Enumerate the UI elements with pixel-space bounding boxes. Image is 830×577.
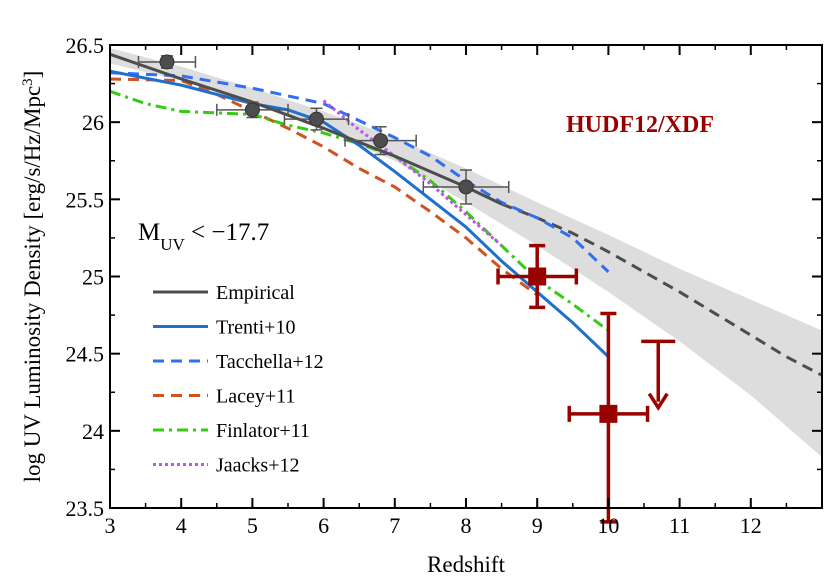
- hudf-point-marker: [528, 267, 547, 286]
- annotation-rest: < −17.7: [185, 219, 269, 246]
- y-axis-label-close: ]: [20, 71, 45, 79]
- series-line-jaacks-12: [322, 99, 503, 247]
- x-tick-label: 9: [532, 513, 543, 538]
- x-tick-label: 10: [597, 513, 619, 538]
- y-tick-label: 26: [82, 110, 104, 135]
- x-tick-label: 3: [105, 513, 116, 538]
- x-axis-label: Redshift: [427, 552, 506, 577]
- x-tick-label: 4: [176, 513, 187, 538]
- y-tick-label: 24: [82, 419, 104, 444]
- y-tick-label: 23.5: [66, 496, 105, 521]
- ticks-layer: 3 4 5 6 7 8 9 10 11 12 23.5 24 24.5 25 25.5 26 26.5: [66, 33, 822, 538]
- y-axis-label-main: log UV Luminosity Density [erg/s/Hz/Mpc: [20, 86, 45, 483]
- y-tick-label: 26.5: [66, 33, 105, 58]
- legend-label-trenti-10: Trenti+10: [216, 317, 295, 339]
- x-tick-label: 8: [461, 513, 472, 538]
- y-axis-label-superscript: 3: [20, 78, 36, 86]
- y-tick-label: 24.5: [66, 342, 105, 367]
- empirical-point-marker: [373, 133, 389, 149]
- legend-label-finlator-11: Finlator+11: [216, 420, 310, 442]
- field-label: HUDF12/XDF: [566, 112, 714, 138]
- upper-limit-arrowhead: [647, 392, 669, 411]
- magnitude-limit-annotation: MUV < −17.7: [138, 219, 269, 254]
- annotation-subscript: UV: [160, 235, 185, 254]
- x-tick-label: 6: [318, 513, 329, 538]
- legend-label-empirical: Empirical: [216, 282, 295, 304]
- empirical-point-2: [216, 101, 289, 119]
- legend-label-tacchella-12: Tacchella+12: [216, 351, 324, 373]
- hudf-point-marker: [599, 404, 618, 423]
- empirical-point-marker: [308, 111, 324, 127]
- upper-limit: [641, 339, 676, 411]
- series-line-lacey-11: [110, 77, 539, 297]
- y-axis-label: log UV Luminosity Density [erg/s/Hz/Mpc3…: [20, 71, 45, 483]
- empirical-point-marker: [159, 54, 175, 70]
- empirical-extension-line: [501, 202, 822, 377]
- empirical-point-3: [283, 107, 350, 131]
- x-tick-label: 5: [247, 513, 258, 538]
- empirical-point-5: [422, 169, 510, 205]
- empirical-point-marker: [244, 102, 260, 118]
- x-tick-label: 12: [740, 513, 762, 538]
- empirical-point-marker: [458, 179, 474, 195]
- series-line-tacchella-12: [110, 71, 610, 273]
- x-tick-label: 11: [669, 513, 690, 538]
- points-layer: [137, 54, 676, 524]
- annotation-main: M: [138, 219, 160, 246]
- hudf-point-1: [496, 243, 579, 310]
- legend: Empirical Trenti+10 Tacchella+12 Lacey+11 Fi…: [153, 282, 324, 477]
- empirical-point-1: [137, 54, 197, 70]
- x-tick-label: 7: [389, 513, 400, 538]
- legend-label-lacey-11: Lacey+11: [216, 386, 295, 408]
- legend-label-jaacks-12: Jaacks+12: [216, 455, 299, 477]
- hudf-point-2: [567, 311, 650, 524]
- y-tick-label: 25.5: [66, 187, 105, 212]
- empirical-point-4: [344, 126, 417, 156]
- y-tick-label: 25: [82, 265, 104, 290]
